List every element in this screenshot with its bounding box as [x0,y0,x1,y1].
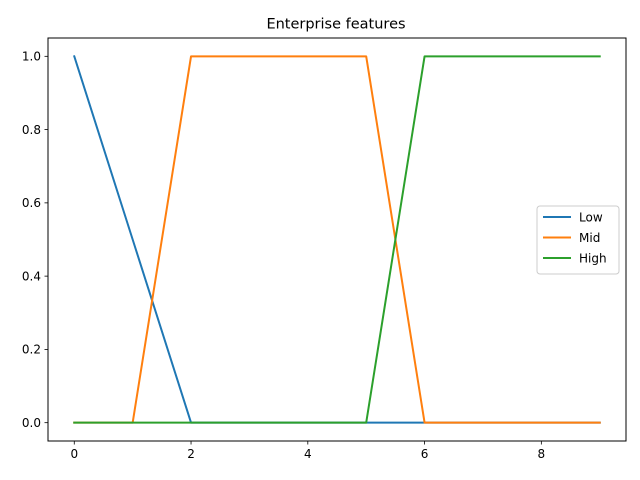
legend-label-high: High [579,251,607,265]
x-tick-label: 6 [421,447,429,461]
chart-title: Enterprise features [266,17,405,33]
legend-label-low: Low [579,210,603,224]
legend: Low Mid High [536,205,620,275]
y-tick-label: 0.4 [22,269,41,283]
series-line-high [73,55,601,424]
series-line-mid [73,55,601,424]
x-axis: 0 2 4 6 8 [70,441,545,461]
x-tick-label: 4 [304,447,312,461]
y-tick-label: 0.0 [22,416,41,430]
y-tick-label: 0.6 [22,196,41,210]
y-axis: 0.0 0.2 0.4 0.6 0.8 1.0 [22,50,48,430]
x-tick-label: 8 [538,447,546,461]
series-layer [73,55,601,424]
x-tick-label: 0 [70,447,78,461]
y-tick-label: 0.8 [22,123,41,137]
y-tick-label: 1.0 [22,50,41,64]
y-tick-label: 0.2 [22,343,41,357]
plot-area-frame [47,37,627,442]
x-tick-label: 2 [187,447,195,461]
legend-label-mid: Mid [579,231,600,245]
